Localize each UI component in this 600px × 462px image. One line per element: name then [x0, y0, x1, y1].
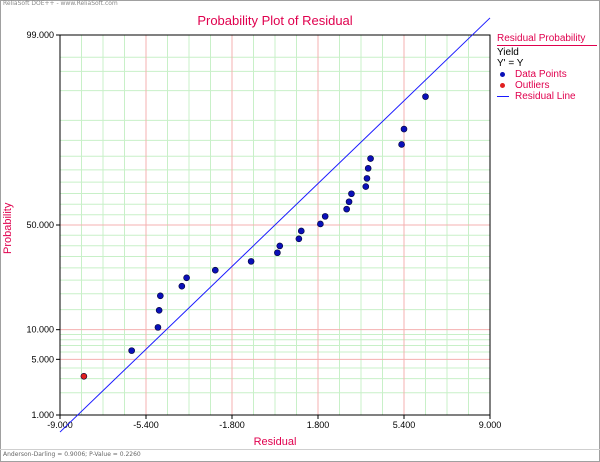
- data-point: [157, 292, 164, 300]
- data-point: [348, 190, 355, 198]
- y-tick-label: 1.000: [31, 410, 54, 420]
- legend-title: Residual Probability: [497, 33, 597, 46]
- y-tick-label: 10.000: [26, 325, 54, 335]
- data-point: [183, 274, 190, 282]
- x-tick-label: 5.400: [393, 420, 416, 430]
- legend-item-outliers: Outliers: [497, 80, 597, 91]
- data-point: [317, 220, 324, 228]
- line-symbol-icon: [497, 96, 509, 97]
- y-tick-label: 99.000: [26, 30, 54, 40]
- footer-divider: [0, 449, 600, 450]
- outlier-symbol-icon: [500, 83, 505, 88]
- data-point: [247, 258, 255, 265]
- legend-line-2: Y' = Y: [497, 58, 524, 69]
- x-tick-label: -9.000: [47, 420, 73, 430]
- data-point: [321, 213, 329, 220]
- watermark-text: ReliaSoft DOE++ - www.ReliaSoft.com: [3, 0, 118, 7]
- legend-item-data-points: Data Points: [497, 69, 597, 80]
- y-tick-label: 5.000: [31, 354, 54, 364]
- data-point: [422, 93, 429, 100]
- data-point: [154, 324, 162, 331]
- data-point: [362, 183, 370, 190]
- data-point: [345, 198, 353, 206]
- x-tick-label: -1.800: [219, 420, 245, 430]
- legend-label-data-points: Data Points: [515, 69, 567, 80]
- data-point: [295, 235, 303, 243]
- data-point: [400, 125, 408, 133]
- data-point: [363, 175, 371, 182]
- data-point: [367, 155, 374, 162]
- chart-title: Probability Plot of Residual: [197, 13, 353, 28]
- legend: Residual Probability Yield Y' = Y Data P…: [497, 33, 597, 102]
- x-tick-label: -5.400: [133, 420, 159, 430]
- x-tick-label: 1.800: [307, 420, 330, 430]
- legend-label-outliers: Outliers: [515, 80, 550, 91]
- x-axis-label: Residual: [253, 436, 297, 448]
- outlier-point: [80, 372, 88, 380]
- data-point-symbol-icon: [500, 72, 505, 77]
- data-point: [364, 165, 372, 172]
- legend-line-1: Yield: [497, 47, 519, 58]
- data-point: [128, 347, 135, 354]
- legend-item-residual-line: Residual Line: [497, 91, 597, 102]
- data-point: [178, 282, 186, 290]
- x-tick-label: 9.000: [479, 420, 502, 430]
- data-point: [343, 205, 350, 213]
- data-point: [297, 227, 305, 235]
- data-point: [211, 266, 219, 274]
- residual-line: [59, 17, 491, 433]
- footer-statistics: Anderson-Darling = 0.9006; P-Value = 0.2…: [3, 451, 141, 458]
- data-point: [274, 249, 281, 257]
- legend-label-residual-line: Residual Line: [515, 91, 576, 102]
- y-tick-label: 50.000: [26, 220, 54, 230]
- data-point: [276, 242, 284, 250]
- data-point: [398, 141, 405, 148]
- data-point: [155, 307, 163, 314]
